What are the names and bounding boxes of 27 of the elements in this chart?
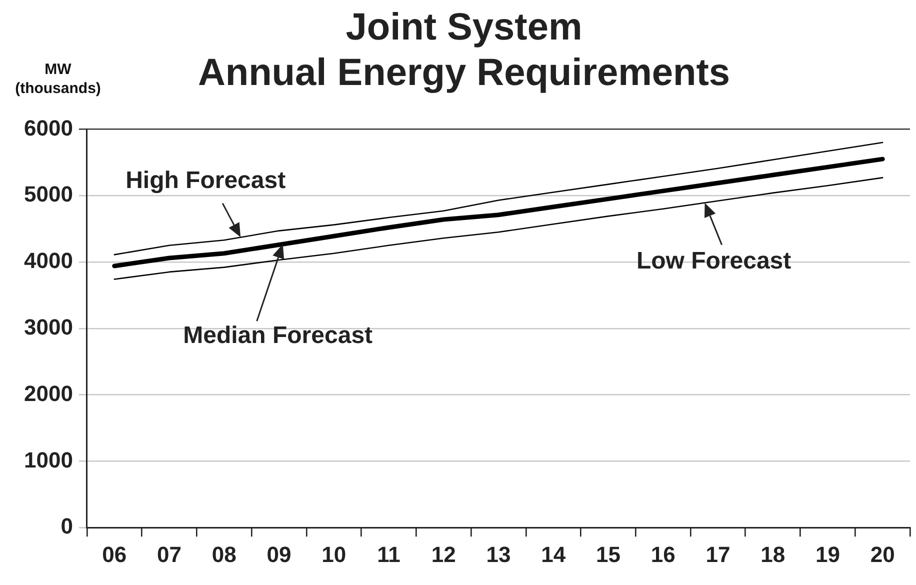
- y-tick-label: 3000: [24, 314, 73, 340]
- x-tick-label: 09: [266, 542, 292, 567]
- y-tick-label: 2000: [24, 380, 73, 406]
- x-tick-label: 16: [650, 542, 676, 567]
- chart-title: Joint System Annual Energy Requirements: [198, 6, 730, 94]
- x-tick-label: 08: [212, 542, 236, 567]
- series-label: High Forecast: [126, 166, 286, 194]
- x-tick-label: 10: [322, 542, 346, 567]
- x-tick-label: 20: [870, 542, 895, 567]
- y-tick-label: 6000: [24, 115, 73, 140]
- x-tick-label: 14: [541, 542, 566, 567]
- series-label: Low Forecast: [636, 247, 792, 274]
- x-tick-label: 19: [815, 542, 840, 567]
- x-tick-label: 06: [102, 542, 127, 567]
- y-tick-label: 1000: [24, 447, 73, 472]
- x-tick-label: 17: [706, 542, 730, 567]
- x-tick-label: 07: [157, 542, 182, 567]
- x-tick-label: 12: [431, 542, 456, 567]
- x-tick-label: 13: [486, 542, 511, 567]
- text: Median Forecast: [183, 322, 373, 349]
- x-tick-label: 11: [377, 542, 400, 567]
- y-tick-label: 4000: [24, 248, 73, 274]
- y-tick-label: 5000: [24, 182, 73, 207]
- y-axis-title: MW (thousands): [14, 60, 102, 98]
- y-tick-label: 0: [60, 514, 73, 539]
- x-tick-label: 15: [596, 542, 620, 567]
- x-tick-label: 18: [760, 542, 786, 567]
